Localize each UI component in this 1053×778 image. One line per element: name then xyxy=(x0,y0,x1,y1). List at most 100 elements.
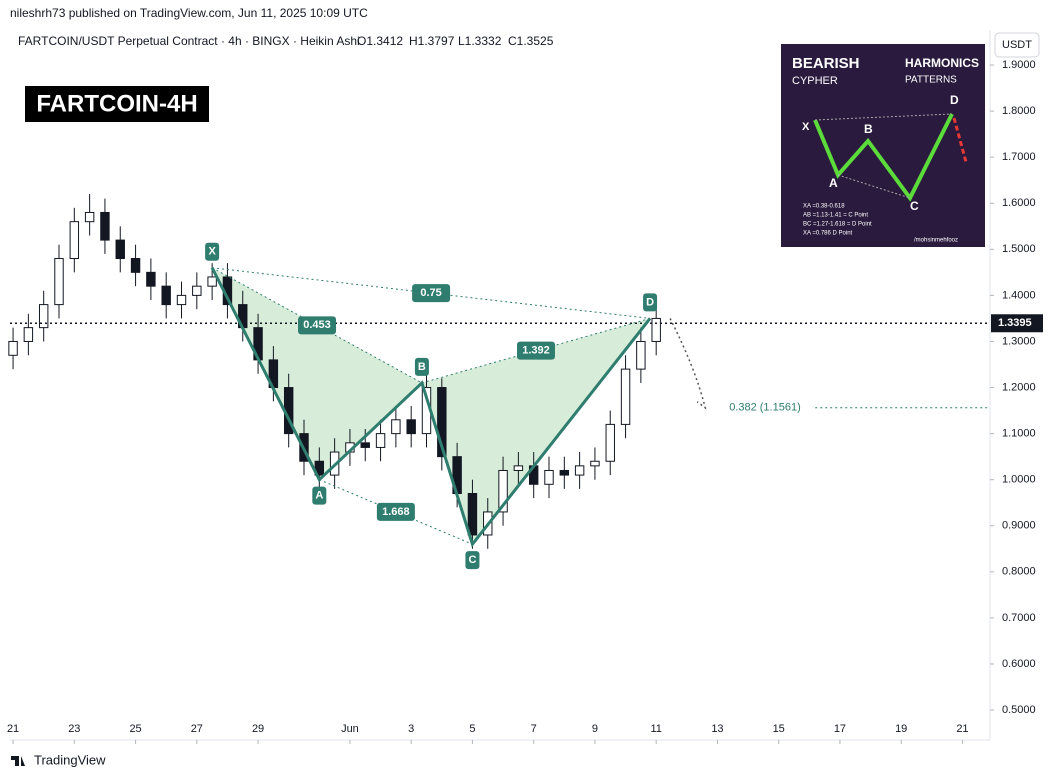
chart-title: FARTCOIN-4H xyxy=(36,90,197,117)
candle xyxy=(437,378,447,471)
unit-box[interactable] xyxy=(994,32,1040,58)
x-tick-label: 27 xyxy=(191,723,203,735)
y-axis-unit: USDT xyxy=(1002,39,1032,51)
inset-guide xyxy=(837,174,911,199)
candle-body xyxy=(54,258,64,306)
candle-body xyxy=(590,460,600,467)
candle-body xyxy=(161,285,171,306)
inset-point: D xyxy=(950,93,959,107)
ratio-label: 1.392 xyxy=(522,345,550,357)
inset-credit: /mohsinmehfooz xyxy=(914,238,958,244)
point-label: X xyxy=(208,246,216,258)
y-tick-label: 1.6000 xyxy=(1002,197,1036,209)
candle xyxy=(559,456,570,489)
candle xyxy=(651,304,661,356)
candle xyxy=(100,198,110,254)
y-tick-label: 1.8000 xyxy=(1002,105,1036,117)
inset-pattern xyxy=(813,113,954,202)
footer-brand: TradingView xyxy=(34,752,106,767)
x-tick-label: 7 xyxy=(531,723,537,735)
ohlc-low: L1.3332 xyxy=(458,34,502,48)
candle xyxy=(192,272,202,310)
ratio-box xyxy=(376,502,415,521)
y-tick-label: 0.5000 xyxy=(1002,704,1036,716)
point-label: C xyxy=(468,554,476,566)
candle-body xyxy=(574,465,585,476)
candle-body xyxy=(605,423,615,462)
x-tick-label: 21 xyxy=(7,723,19,735)
x-tick-label: 9 xyxy=(592,723,598,735)
candle-body xyxy=(115,239,125,260)
x-tick-label: 3 xyxy=(408,723,414,735)
inset-background xyxy=(781,44,985,247)
candle-body xyxy=(130,258,141,273)
ohlc-high: H1.3797 xyxy=(409,34,455,48)
x-tick-label: 29 xyxy=(252,723,264,735)
candle xyxy=(605,410,615,476)
point-label: B xyxy=(418,361,426,373)
candle-body xyxy=(69,221,80,260)
x-tick-label: 5 xyxy=(469,723,475,735)
candle xyxy=(130,244,141,287)
candle-body xyxy=(176,294,187,306)
candle-body xyxy=(513,465,524,471)
y-tick-label: 0.8000 xyxy=(1002,566,1036,578)
candle-body xyxy=(544,469,554,485)
point-box xyxy=(465,551,480,570)
y-tick-label: 1.4000 xyxy=(1002,289,1036,301)
candle xyxy=(636,327,646,383)
y-tick-label: 1.5000 xyxy=(1002,243,1036,255)
candle-body xyxy=(23,327,34,342)
subtitle: FARTCOIN/USDT Perpetual Contract · 4h · … xyxy=(18,34,360,48)
candle-body xyxy=(651,317,661,342)
pattern-area xyxy=(421,318,651,545)
candle xyxy=(84,194,95,236)
inset-image: BEARISH CYPHER HARMONICS PATTERNS X A B … xyxy=(781,44,985,247)
x-tick-label: 17 xyxy=(834,723,846,735)
inset-point: A xyxy=(829,176,838,190)
candle-body xyxy=(100,211,110,241)
candle-body xyxy=(636,340,646,370)
candle xyxy=(38,290,49,342)
x-tick-label: 19 xyxy=(895,723,907,735)
publisher-line: nileshrh73 published on TradingView.com,… xyxy=(10,6,368,20)
candle-body xyxy=(84,211,95,223)
inset-rule: XA =0.786 D Point xyxy=(803,231,853,237)
ratio-label: 0.75 xyxy=(420,287,441,299)
y-tick-label: 0.7000 xyxy=(1002,612,1036,624)
candle xyxy=(513,452,524,485)
x-tick-label: 23 xyxy=(68,723,80,735)
axes: 0.5000 0.6000 0.7000 0.8000 0.9000 1.0000 1.10… xyxy=(7,59,1036,744)
y-tick-label: 1.2000 xyxy=(1002,381,1036,393)
candle-body xyxy=(406,419,416,435)
inset-rule: XA =0.38-0.618 xyxy=(803,204,845,210)
candle xyxy=(161,272,171,319)
x-tick-label: 25 xyxy=(129,723,141,735)
candle-body xyxy=(38,304,49,329)
candle xyxy=(8,327,18,370)
y-tick-label: 0.9000 xyxy=(1002,520,1036,532)
candle-body xyxy=(8,340,18,356)
inset-rule: BC =1.27-1.618 = D Point xyxy=(803,222,872,228)
inset-point: C xyxy=(910,199,919,213)
x-tick-label: Jun xyxy=(341,723,359,735)
candle xyxy=(467,479,478,549)
y-tick-label: 1.9000 xyxy=(1002,59,1036,71)
ratio-box xyxy=(516,341,555,360)
candle xyxy=(115,226,125,273)
candle xyxy=(620,355,631,439)
point-box xyxy=(312,486,327,505)
candle-body xyxy=(498,469,508,513)
candle-body xyxy=(207,276,217,287)
candle xyxy=(176,281,187,319)
y-tick-label: 1.1000 xyxy=(1002,428,1036,440)
point-box xyxy=(414,357,429,376)
point-label: D xyxy=(646,296,654,308)
candle-body xyxy=(192,285,202,296)
y-tick-label: 1.0000 xyxy=(1002,474,1036,486)
last-price-label: 1.3395 xyxy=(998,317,1032,329)
inset-rule: AB =1.13-1.41 = C Point xyxy=(803,213,868,219)
candle xyxy=(69,207,80,273)
candle xyxy=(391,405,401,448)
